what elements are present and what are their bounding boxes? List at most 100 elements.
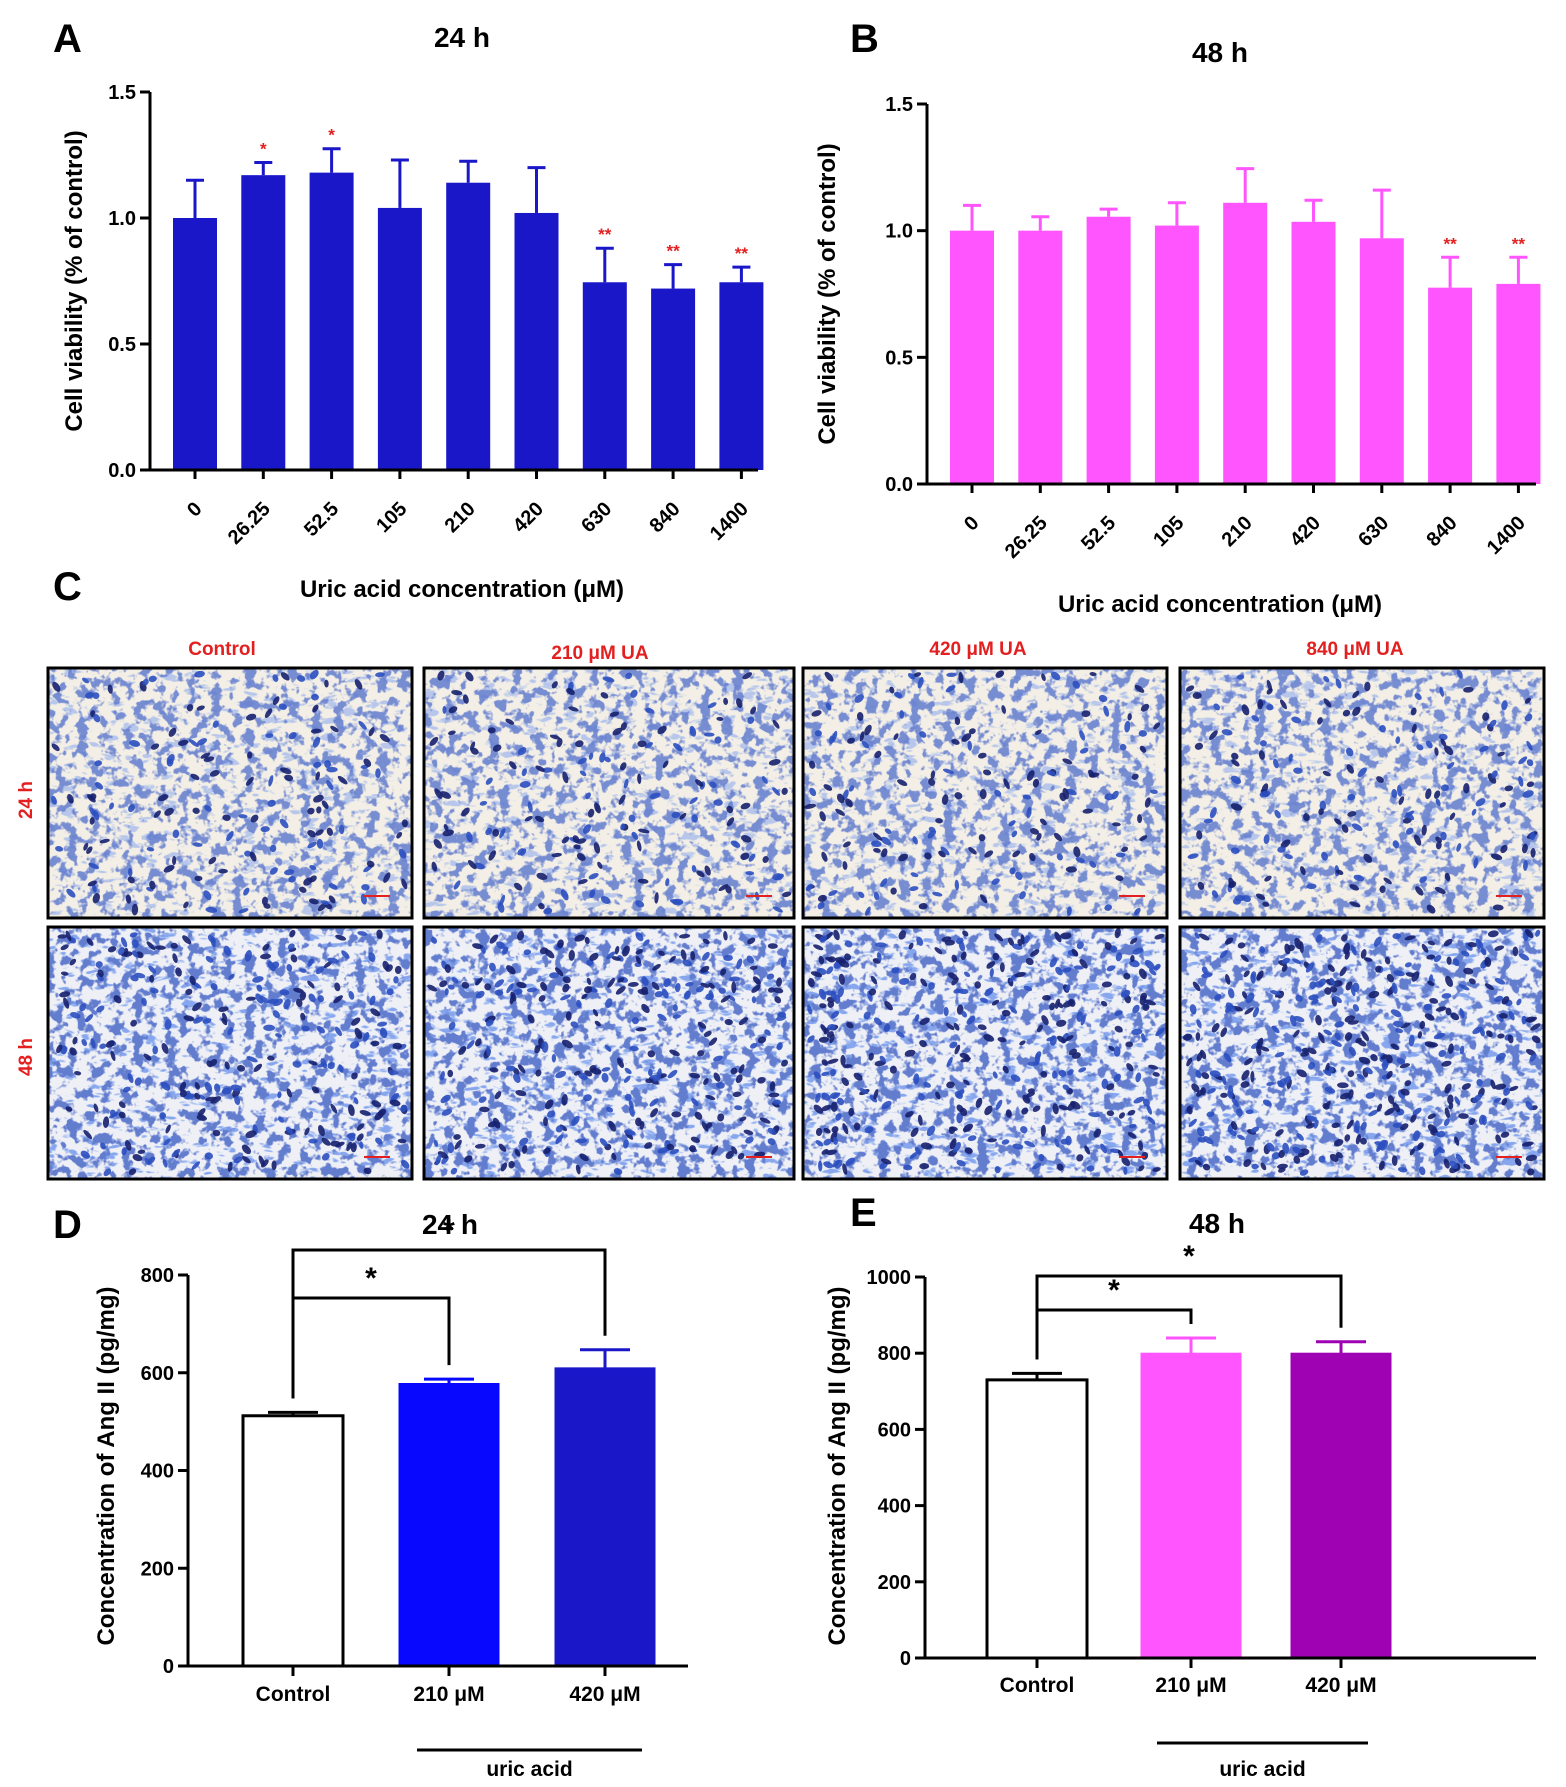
micro-col-label-840: 840 μM UA xyxy=(1306,639,1403,660)
cell-nucleus xyxy=(1137,814,1143,824)
cell-nucleus xyxy=(90,1038,96,1049)
cell-nucleus xyxy=(1527,1168,1535,1176)
cell-nucleus xyxy=(853,1122,861,1131)
cell-nucleus xyxy=(60,944,69,951)
cell-nucleus xyxy=(1411,723,1417,734)
cell-nucleus xyxy=(821,1059,828,1066)
cell-nucleus xyxy=(1054,931,1062,943)
cell-nucleus xyxy=(731,981,737,994)
cell-nucleus xyxy=(1127,1109,1136,1116)
cell-nucleus xyxy=(658,950,665,956)
cell-nucleus xyxy=(1068,1048,1078,1056)
cell-nucleus xyxy=(810,971,823,978)
cell-nucleus xyxy=(1363,853,1373,863)
cell-nucleus xyxy=(1342,709,1351,717)
cell-nucleus xyxy=(650,1108,659,1118)
cell-nucleus xyxy=(665,878,670,887)
cell-nucleus xyxy=(444,988,449,996)
cell-nucleus xyxy=(642,939,650,947)
cell-nucleus xyxy=(1349,884,1360,891)
cell-nucleus xyxy=(1463,686,1474,693)
cell-nucleus xyxy=(163,865,175,873)
cell-nucleus xyxy=(1058,1070,1067,1077)
cell-nucleus xyxy=(502,946,509,955)
cell-nucleus xyxy=(608,1120,616,1132)
cell-nucleus xyxy=(935,818,943,824)
cell-nucleus xyxy=(100,1142,106,1150)
cell-nucleus xyxy=(127,1073,134,1084)
cell-nucleus xyxy=(1347,811,1357,817)
cell-nucleus xyxy=(696,870,705,878)
cell-nucleus xyxy=(472,943,483,950)
cell-nucleus xyxy=(1127,1132,1137,1139)
cell-nucleus xyxy=(1486,1030,1493,1038)
cell-nucleus xyxy=(208,856,217,865)
bar-210 xyxy=(446,182,491,470)
cell-nucleus xyxy=(1135,1072,1142,1083)
cell-nucleus xyxy=(1518,756,1528,765)
cell-nucleus xyxy=(1138,1140,1143,1151)
cell-nucleus xyxy=(1011,830,1018,838)
cell-nucleus xyxy=(562,983,570,993)
cell-nucleus xyxy=(1237,942,1246,949)
x-tick-label: 420 μM xyxy=(1305,1674,1376,1697)
cell-nucleus xyxy=(813,1104,823,1114)
cell-nucleus xyxy=(680,949,687,961)
cell-nucleus xyxy=(811,710,822,717)
cell-nucleus xyxy=(1529,831,1536,841)
cell-nucleus xyxy=(1086,1165,1095,1172)
cell-nucleus xyxy=(716,716,724,721)
cell-nucleus xyxy=(1010,1074,1021,1082)
cell-nucleus xyxy=(1393,1020,1404,1028)
cell-nucleus xyxy=(447,984,455,990)
cell-nucleus xyxy=(821,851,828,862)
significance-star: * xyxy=(1108,1274,1120,1307)
cell-nucleus xyxy=(63,997,70,1009)
cell-nucleus xyxy=(1305,962,1314,973)
cell-nucleus xyxy=(956,1112,963,1124)
cell-nucleus xyxy=(1071,948,1079,957)
cell-nucleus xyxy=(1472,1026,1483,1035)
cell-nucleus xyxy=(1383,877,1392,885)
cell-nucleus xyxy=(1023,985,1033,992)
cell-nucleus xyxy=(1508,1010,1515,1021)
cell-nucleus xyxy=(260,1159,269,1168)
cell-nucleus xyxy=(475,1038,482,1047)
cell-nucleus xyxy=(1384,1107,1395,1116)
cell-nucleus xyxy=(1337,1082,1349,1089)
cell-nucleus xyxy=(228,973,235,980)
cell-nucleus xyxy=(1390,1043,1400,1051)
cell-nucleus xyxy=(1355,1134,1361,1145)
cell-nucleus xyxy=(260,953,272,960)
cell-nucleus xyxy=(494,1091,502,1100)
cell-nucleus xyxy=(977,1024,987,1031)
cell-nucleus xyxy=(827,1058,839,1064)
cell-nucleus xyxy=(924,852,932,860)
cell-nucleus xyxy=(1409,1148,1415,1156)
cell-nucleus xyxy=(430,937,438,944)
cell-nucleus xyxy=(568,706,579,712)
cell-nucleus xyxy=(651,981,660,991)
cell-nucleus xyxy=(385,964,393,972)
cell-nucleus xyxy=(134,1077,142,1086)
cell-nucleus xyxy=(1452,958,1460,966)
cell-nucleus xyxy=(1073,846,1081,858)
cell-nucleus xyxy=(1335,678,1342,689)
bar-840 xyxy=(1428,287,1473,484)
cell-nucleus xyxy=(689,1072,701,1079)
cell-nucleus xyxy=(919,731,927,738)
cell-nucleus xyxy=(1073,965,1084,970)
cell-nucleus xyxy=(1084,1145,1091,1155)
cell-nucleus xyxy=(81,1038,88,1047)
cell-nucleus xyxy=(351,1072,358,1080)
cell-nucleus xyxy=(72,1036,78,1045)
cell-nucleus xyxy=(1433,1146,1442,1157)
cell-nucleus xyxy=(818,1160,823,1172)
cell-nucleus xyxy=(244,950,252,962)
cell-nucleus xyxy=(280,767,292,775)
cell-nucleus xyxy=(1032,778,1040,788)
cell-nucleus xyxy=(823,784,833,791)
cell-nucleus xyxy=(880,836,892,846)
cell-nucleus xyxy=(1054,1138,1060,1148)
